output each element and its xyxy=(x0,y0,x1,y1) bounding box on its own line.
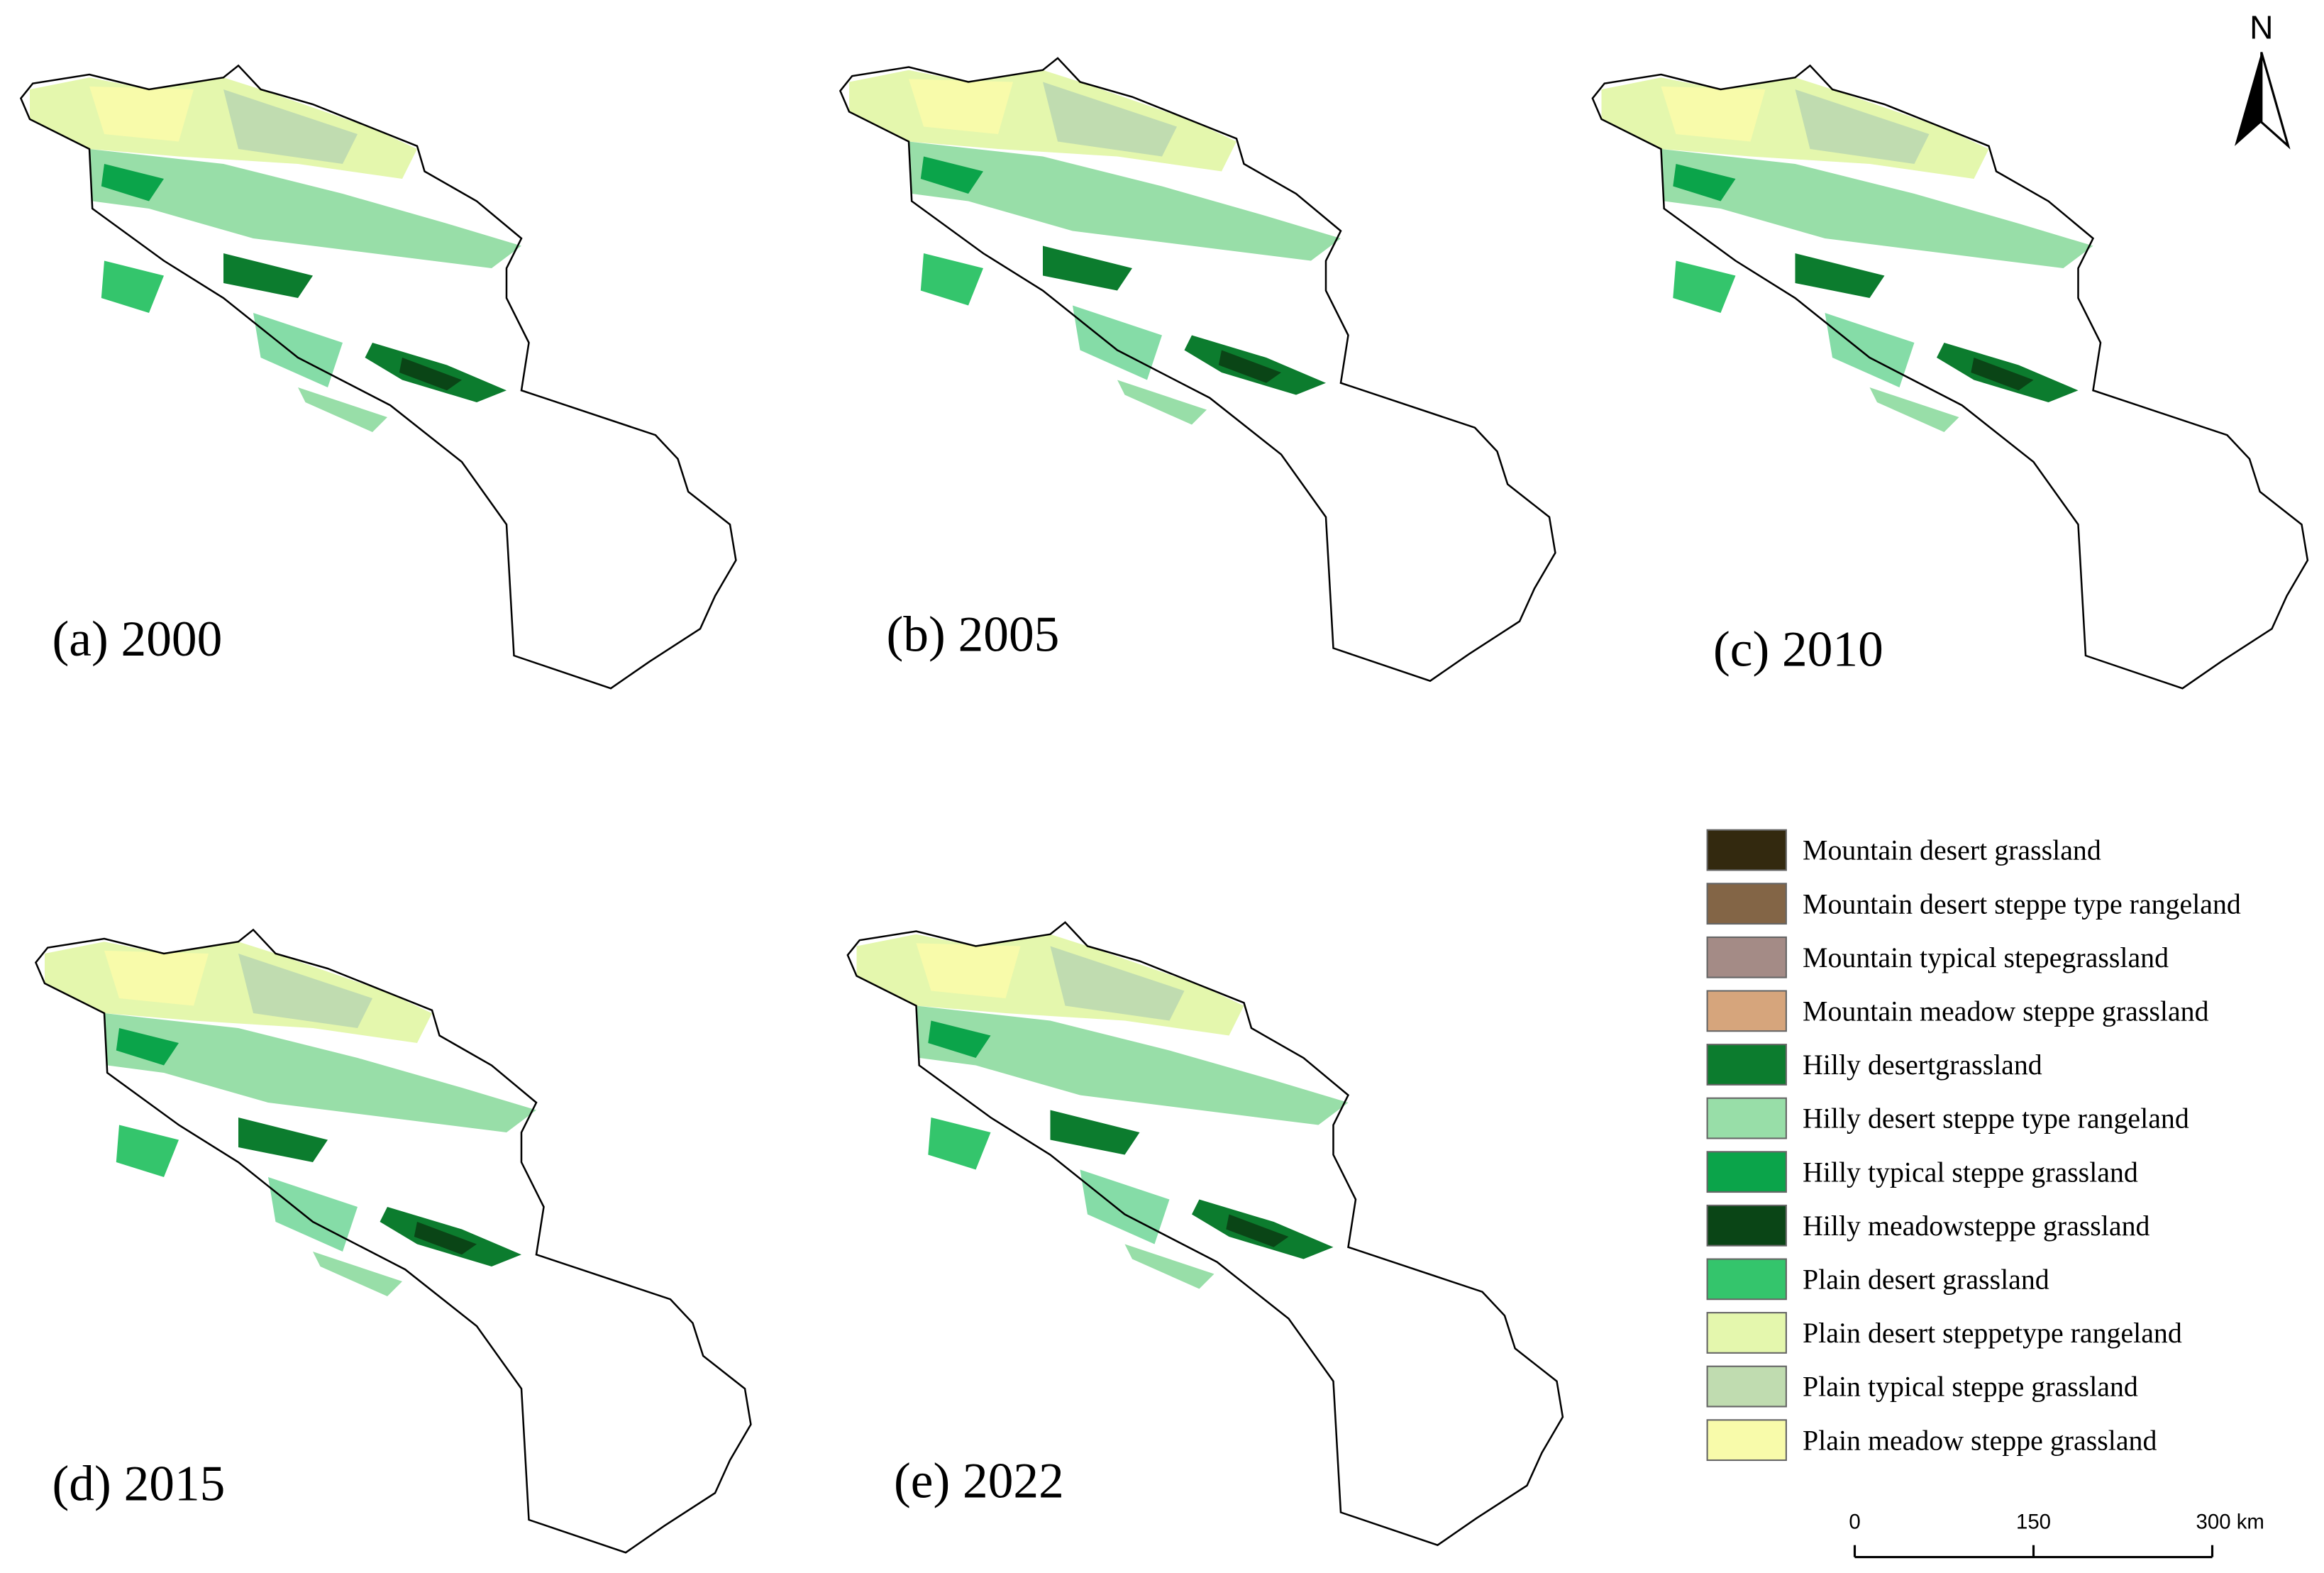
region-map xyxy=(846,921,1564,1546)
map-panel xyxy=(846,921,1564,1546)
legend-swatch xyxy=(1706,1365,1787,1408)
legend-label: Hilly typical steppe grassland xyxy=(1803,1156,2138,1188)
region-map xyxy=(20,65,737,690)
legend-swatch xyxy=(1706,1204,1787,1247)
region-map xyxy=(839,57,1556,682)
legend-swatch xyxy=(1706,1044,1787,1086)
legend-label: Plain desert grassland xyxy=(1803,1264,2049,1296)
legend-label: Mountain desert steppe type rangeland xyxy=(1803,888,2241,920)
legend-swatch xyxy=(1706,1419,1787,1462)
scale-bar: 0 150 300 km xyxy=(1849,1511,2264,1559)
legend-swatch xyxy=(1706,1258,1787,1301)
legend-label: Mountain meadow steppe grassland xyxy=(1803,995,2209,1027)
north-label: N xyxy=(2250,9,2273,46)
legend-label: Hilly meadowsteppe grassland xyxy=(1803,1210,2150,1242)
panel-label: (c) 2010 xyxy=(1713,622,1883,678)
legend-swatch xyxy=(1706,936,1787,978)
north-arrow: N xyxy=(2235,9,2291,150)
map-panel xyxy=(839,57,1556,682)
panel-label: (a) 2000 xyxy=(52,611,223,667)
legend-swatch xyxy=(1706,1151,1787,1193)
panel-label: (d) 2015 xyxy=(52,1456,226,1512)
legend-label: Plain meadow steppe grassland xyxy=(1803,1424,2157,1456)
legend-label: Hilly desertgrassland xyxy=(1803,1049,2042,1081)
region-map xyxy=(1591,65,2309,690)
panel-label: (b) 2005 xyxy=(887,607,1060,663)
panel-label: (e) 2022 xyxy=(894,1453,1064,1509)
legend-label: Mountain typical stepegrassland xyxy=(1803,942,2169,973)
legend-swatch xyxy=(1706,883,1787,925)
map-panel xyxy=(1591,65,2309,690)
legend-swatch xyxy=(1706,1312,1787,1354)
legend-label: Hilly desert steppe type rangeland xyxy=(1803,1103,2189,1135)
scale-label: 0 xyxy=(1849,1511,1860,1534)
scale-label: 150 xyxy=(2016,1511,2051,1534)
legend-swatch xyxy=(1706,1097,1787,1139)
legend-swatch xyxy=(1706,990,1787,1032)
scale-label: 300 km xyxy=(2196,1511,2264,1534)
legend-label: Plain typical steppe grassland xyxy=(1803,1371,2138,1403)
legend-label: Plain desert steppetype rangeland xyxy=(1803,1317,2182,1349)
legend-label: Mountain desert grassland xyxy=(1803,834,2101,866)
map-panel xyxy=(20,65,737,690)
legend-swatch xyxy=(1706,829,1787,871)
